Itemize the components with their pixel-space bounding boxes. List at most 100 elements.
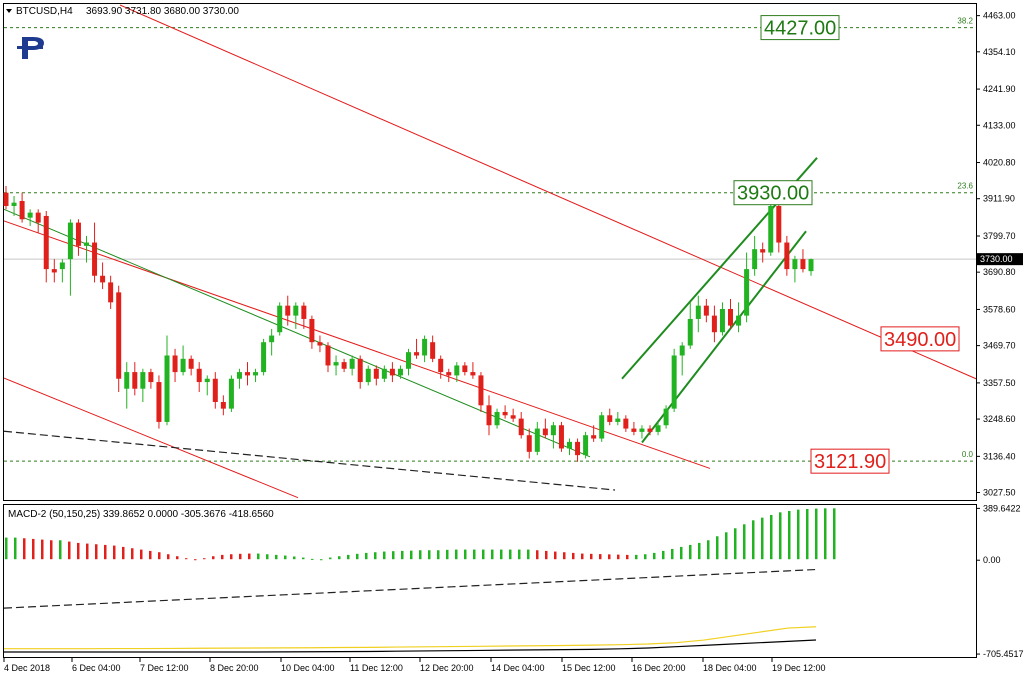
symbol-label: BTCUSD,H4	[16, 6, 73, 17]
time-tick-label: 4 Dec 2018	[4, 663, 50, 673]
candle-body	[349, 358, 355, 369]
fibonacci-level-label: 0.0	[962, 450, 974, 459]
price-level-text: 3930.00	[737, 183, 809, 205]
candle-body	[108, 282, 114, 303]
candle-body	[695, 305, 701, 319]
candle-body	[792, 259, 798, 270]
macd-histogram-bar	[833, 508, 836, 560]
macd-histogram-bar	[23, 538, 26, 560]
macd-histogram-bar	[86, 543, 89, 560]
macd-histogram-bar	[725, 532, 728, 560]
candle-body	[631, 428, 637, 432]
candle-body	[333, 362, 339, 366]
macd-histogram-bar	[509, 549, 512, 560]
candle-body	[309, 318, 315, 343]
macd-tick-label: -705.4517	[983, 649, 1024, 659]
macd-histogram-bar	[383, 551, 386, 560]
candle-body	[293, 305, 299, 316]
price-level-box	[880, 326, 960, 352]
candle-body	[550, 425, 556, 436]
price-tick-label: 3136.40	[983, 451, 1016, 461]
candle-body	[373, 368, 379, 379]
macd-histogram-bar	[275, 554, 278, 560]
macd-histogram-bar	[428, 550, 431, 560]
candle-body	[164, 355, 170, 422]
candle-body	[301, 305, 307, 319]
price-level-text: 4427.00	[764, 18, 836, 40]
candle-body	[599, 415, 605, 439]
macd-histogram-bar	[194, 559, 197, 561]
candle-body	[35, 212, 41, 223]
macd-histogram-bar	[356, 553, 359, 560]
candle-body	[220, 401, 226, 409]
macd-histogram-bar	[68, 541, 71, 560]
macd-histogram-bar	[635, 554, 638, 560]
candle-body	[261, 342, 267, 373]
time-tick-label: 19 Dec 12:00	[772, 663, 826, 673]
macd-histogram-bar	[824, 508, 827, 560]
candle-body	[728, 308, 733, 326]
candle-body	[357, 358, 363, 383]
macd-histogram-bar	[716, 536, 719, 560]
time-tick-label: 11 Dec 12:00	[350, 663, 403, 673]
price-tick-label: 4241.90	[983, 84, 1016, 94]
candle-body	[212, 378, 218, 402]
macd-histogram-bar	[248, 553, 251, 560]
candle-body	[760, 249, 766, 253]
current-price-tag	[977, 253, 1023, 266]
macd-histogram-bar	[374, 552, 377, 560]
macd-histogram-bar	[158, 552, 161, 560]
time-tick-label: 6 Dec 04:00	[72, 663, 121, 673]
candle-body	[132, 372, 138, 389]
candle-body	[575, 441, 581, 456]
candle-body	[752, 249, 758, 270]
macd-histogram-bar	[320, 559, 323, 561]
ohlc-values: 3693.90 3731.80 3680.00 3730.00	[86, 6, 239, 17]
macd-signal-line	[4, 626, 817, 650]
candle-body	[84, 242, 89, 246]
candle-body	[11, 202, 17, 206]
time-tick-label: 16 Dec 20:00	[632, 663, 686, 673]
macd-label: MACD-2 (50,150,25) 339.8652 0.0000 -305.…	[8, 509, 274, 520]
price-level-box	[760, 15, 840, 41]
candle-body	[341, 362, 347, 369]
candle-body	[228, 378, 234, 409]
price-tick-label: 3027.50	[983, 488, 1016, 498]
macd-histogram-bar	[455, 549, 458, 560]
macd-histogram-bar	[743, 524, 746, 560]
macd-histogram-bar	[50, 540, 53, 560]
price-level-box	[810, 448, 890, 474]
macd-histogram-bar	[473, 549, 476, 560]
candle-body	[744, 269, 750, 316]
time-tick-label: 15 Dec 12:00	[562, 663, 616, 673]
macd-histogram-bar	[419, 550, 422, 560]
macd-histogram-bar	[545, 550, 548, 560]
macd-histogram-bar	[131, 548, 134, 560]
descending-trend-line	[3, 208, 591, 458]
macd-tick-label: 0.00	[983, 555, 1001, 565]
macd-histogram-bar	[293, 556, 296, 560]
candle-body	[446, 372, 452, 376]
candle-body	[454, 365, 460, 376]
candle-body	[116, 292, 122, 379]
macd-histogram-bar	[32, 538, 35, 560]
candle-body	[502, 411, 508, 416]
candle-body	[100, 275, 106, 283]
candle-body	[92, 242, 98, 276]
triangle-down-icon[interactable]	[6, 9, 12, 13]
macd-histogram-bar	[536, 550, 539, 560]
candle-body	[277, 305, 283, 333]
candle-body	[196, 368, 202, 383]
macd-histogram-bar	[581, 553, 584, 560]
candle-body	[518, 418, 524, 436]
macd-histogram-bar	[671, 548, 674, 560]
macd-histogram-bar	[437, 550, 440, 560]
candle-body	[486, 405, 492, 426]
macd-histogram-bar	[302, 557, 305, 560]
macd-histogram-bar	[122, 546, 125, 560]
price-pane-frame	[3, 3, 977, 501]
macd-histogram-bar	[77, 542, 80, 560]
macd-zero-guide-dashed	[3, 430, 616, 491]
candle-body	[736, 315, 742, 326]
